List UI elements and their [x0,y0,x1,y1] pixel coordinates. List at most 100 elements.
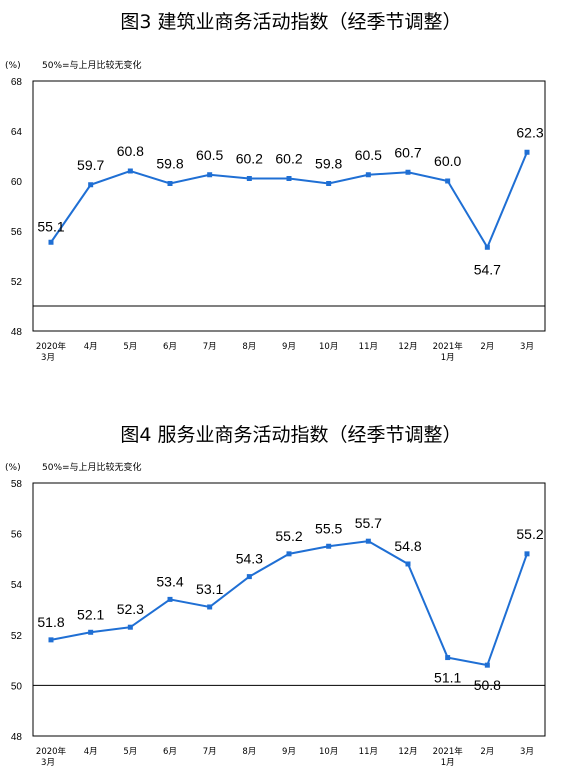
y-tick-label: 54 [11,580,23,591]
data-label: 55.1 [37,218,64,234]
y-tick-label: 52 [11,631,23,642]
data-label: 54.7 [474,261,501,277]
y-tick-label: 50 [11,681,23,692]
data-label: 60.2 [275,151,302,167]
data-point [524,149,530,155]
x-tick-label: 9月 [282,342,296,352]
data-label: 55.2 [516,526,543,542]
data-label: 51.1 [434,670,461,686]
data-point [167,181,173,186]
x-tick-label: 7月 [203,342,217,352]
x-tick-label: 8月 [242,342,256,352]
chart-1: 图3 建筑业商务活动指数（经季节调整） (%) 50%=与上月比较无变化 48 52 56… [5,11,546,363]
x-tick-label: 11月 [359,342,378,352]
y-tick-label: 58 [11,479,23,490]
x-tick-label: 3月 [41,353,55,363]
data-point [207,172,213,178]
y-tick-label: 56 [11,530,23,541]
data-point [365,172,371,178]
data-point [207,604,213,610]
data-point [48,637,54,643]
x-tick-label: 9月 [282,747,296,757]
data-label: 59.8 [156,156,183,172]
data-point [484,662,490,668]
data-label: 53.1 [196,581,223,597]
data-label: 50.8 [474,677,501,693]
chart-title: 图4 服务业商务活动指数（经季节调整） [120,424,461,446]
y-tick-label: 60 [11,177,23,188]
data-label: 60.5 [196,147,223,163]
x-tick-label: 2月 [480,342,494,352]
data-point [127,168,133,174]
plot-frame [32,482,546,737]
x-tick-label: 3月 [41,758,55,768]
data-label: 55.7 [355,515,382,531]
y-tick-label: 48 [11,732,23,743]
data-label: 60.5 [355,147,382,163]
data-point [286,176,292,181]
x-tick-label: 2020年 [36,341,67,352]
data-label: 54.8 [394,538,421,554]
data-point [246,574,252,580]
x-tick-label: 1月 [441,758,455,768]
data-label: 52.1 [77,606,104,622]
y-tick-label: 56 [11,227,23,238]
data-point [405,561,411,567]
y-tick-label: 68 [11,77,23,88]
unit-label: (%) [5,463,21,473]
x-tick-label: 10月 [319,747,338,757]
data-label: 53.4 [156,573,183,589]
x-tick-label: 2月 [480,747,494,757]
data-point [445,655,451,661]
data-label: 52.3 [117,601,144,617]
y-tick-label: 52 [11,277,23,288]
x-tick-label: 11月 [359,747,378,757]
data-label: 51.8 [37,614,64,630]
data-point [326,543,332,549]
chart-title: 图3 建筑业商务活动指数（经季节调整） [120,11,461,33]
data-point [405,169,411,175]
x-tick-label: 2021年 [433,746,464,757]
data-point [48,239,54,245]
note-label: 50%=与上月比较无变化 [42,59,142,71]
data-point [484,244,490,250]
data-label: 59.8 [315,156,342,172]
data-point [88,629,94,635]
x-tick-label: 4月 [84,342,98,352]
plot-frame [32,80,546,332]
x-tick-label: 12月 [398,342,417,352]
data-point [127,624,133,630]
x-tick-label: 2020年 [36,746,67,757]
y-tick-label: 64 [11,127,23,138]
x-tick-label: 6月 [163,342,177,352]
y-tick-label: 48 [11,327,23,338]
data-label: 60.8 [117,143,144,159]
data-label: 60.0 [434,153,461,169]
x-tick-label: 7月 [203,747,217,757]
x-tick-label: 2021年 [433,341,464,352]
data-point [246,176,252,181]
data-point [524,551,530,557]
x-tick-label: 3月 [520,342,534,352]
chart-2: 图4 服务业商务活动指数（经季节调整） (%) 50%=与上月比较无变化 48 50 52… [5,424,546,768]
x-tick-label: 1月 [441,353,455,363]
data-label: 59.7 [77,157,104,173]
x-tick-label: 4月 [84,747,98,757]
unit-label: (%) [5,61,21,71]
data-point [365,538,371,544]
data-label: 55.2 [275,528,302,544]
data-label: 62.3 [516,124,543,140]
x-tick-label: 10月 [319,342,338,352]
data-point [326,181,332,186]
x-tick-label: 12月 [398,747,417,757]
x-tick-label: 3月 [520,747,534,757]
data-label: 60.7 [394,144,421,160]
data-label: 55.5 [315,520,342,536]
x-tick-label: 8月 [242,747,256,757]
data-label: 54.3 [236,551,263,567]
x-tick-label: 6月 [163,747,177,757]
data-point [167,596,173,602]
data-point [286,551,292,557]
x-tick-label: 5月 [123,747,137,757]
